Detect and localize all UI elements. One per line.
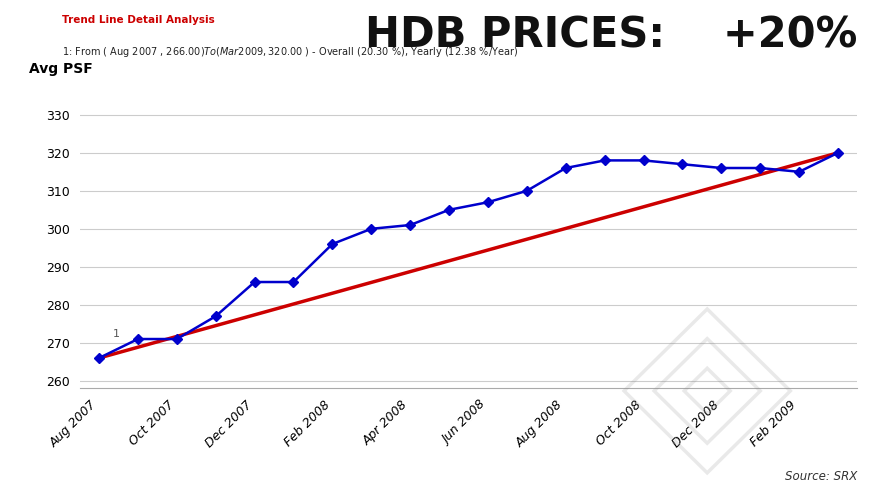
Text: HDB PRICES:    +20%: HDB PRICES: +20%	[365, 15, 857, 57]
Text: Source: SRX: Source: SRX	[785, 470, 857, 483]
Text: Trend Line Detail Analysis: Trend Line Detail Analysis	[62, 15, 215, 25]
Text: 1: From ( Aug 2007 , $266.00 ) To ( Mar 2009 , $320.00 ) - Overall (20.30 %), Ye: 1: From ( Aug 2007 , $266.00 ) To ( Mar …	[62, 45, 518, 59]
Text: Avg PSF: Avg PSF	[29, 62, 93, 76]
Text: 1: 1	[112, 329, 119, 339]
